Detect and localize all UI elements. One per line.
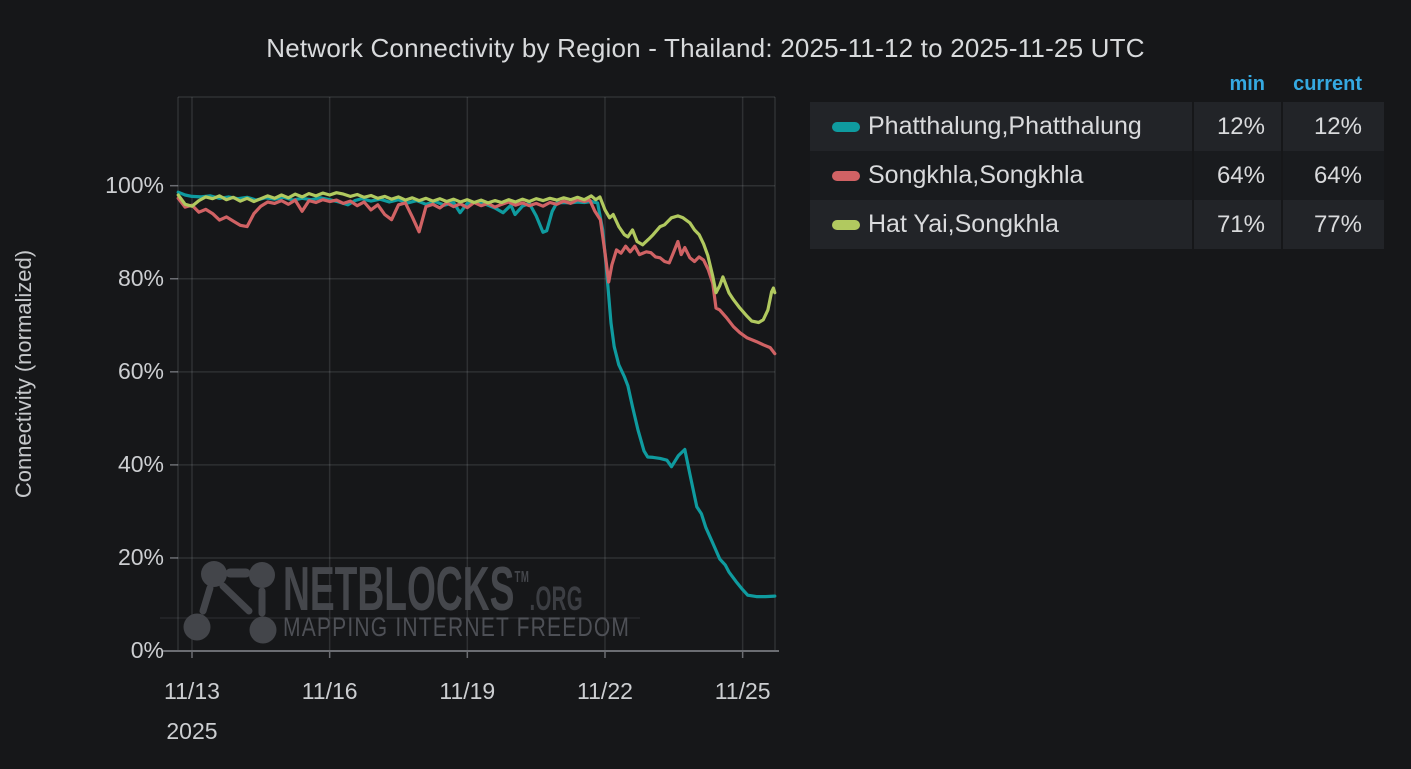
series-color-swatch bbox=[832, 219, 860, 230]
legend-rows: Phatthalung,Phatthalung 12% 12% Songkhla,So… bbox=[810, 102, 1384, 249]
series-line-3 bbox=[176, 191, 777, 325]
legend-row[interactable]: Hat Yai,Songkhla 71% 77% bbox=[810, 200, 1384, 249]
chart-title: Network Connectivity by Region - Thailan… bbox=[266, 33, 1145, 63]
legend-table: min current Phatthalung,Phatthalung 12% 12… bbox=[810, 66, 1384, 249]
series-name: Hat Yai,Songkhla bbox=[868, 210, 1059, 238]
watermark-brand-text: NETBLOCKS bbox=[283, 555, 515, 624]
series-line-2 bbox=[176, 196, 777, 356]
y-tick-label: 20% bbox=[117, 543, 164, 570]
y-tick-label: 80% bbox=[117, 264, 164, 291]
series-line-1 bbox=[176, 190, 777, 599]
x-tick-label: 11/13 bbox=[164, 678, 220, 704]
legend-header-current: current bbox=[1293, 73, 1362, 95]
legend-row[interactable]: Phatthalung,Phatthalung 12% 12% bbox=[810, 102, 1384, 151]
series-current-value: 12% bbox=[1281, 102, 1384, 151]
y-tick-label: 40% bbox=[117, 450, 164, 477]
legend-header-spacer bbox=[810, 96, 1192, 102]
series-current-value: 77% bbox=[1281, 200, 1384, 249]
legend-header-min: min bbox=[1229, 73, 1265, 95]
series-color-swatch bbox=[832, 121, 860, 132]
series-name: Phatthalung,Phatthalung bbox=[868, 112, 1142, 140]
x-tick-label: 11/16 bbox=[301, 678, 358, 704]
legend-name-cell: Songkhla,Songkhla bbox=[810, 161, 1192, 190]
series-color-swatch bbox=[832, 170, 860, 181]
series-min-value: 12% bbox=[1192, 102, 1281, 151]
series-min-value: 71% bbox=[1192, 200, 1281, 249]
x-tick-label: 11/25 bbox=[714, 678, 771, 704]
x-tick-label: 11/19 bbox=[439, 678, 496, 704]
y-tick-label: 0% bbox=[130, 637, 164, 663]
watermark-brand-line: NETBLOCKSTM.ORG bbox=[283, 548, 583, 636]
legend-header-row: min current bbox=[810, 66, 1384, 102]
watermark-tagline: MAPPING INTERNET FREEDOM bbox=[283, 612, 631, 642]
y-tick-label: 100% bbox=[105, 171, 164, 198]
series-name: Songkhla,Songkhla bbox=[868, 161, 1084, 189]
x-tick-label: 11/22 bbox=[577, 678, 633, 704]
legend-name-cell: Phatthalung,Phatthalung bbox=[810, 112, 1192, 141]
legend-name-cell: Hat Yai,Songkhla bbox=[810, 210, 1192, 239]
watermark-trademark: TM bbox=[514, 569, 530, 586]
watermark-org-suffix: .ORG bbox=[529, 580, 583, 618]
x-axis-year-label: 2025 bbox=[166, 718, 218, 744]
series-current-value: 64% bbox=[1281, 151, 1384, 200]
y-tick-label: 60% bbox=[117, 357, 164, 384]
legend-row[interactable]: Songkhla,Songkhla 64% 64% bbox=[810, 151, 1384, 200]
series-min-value: 64% bbox=[1192, 151, 1281, 200]
